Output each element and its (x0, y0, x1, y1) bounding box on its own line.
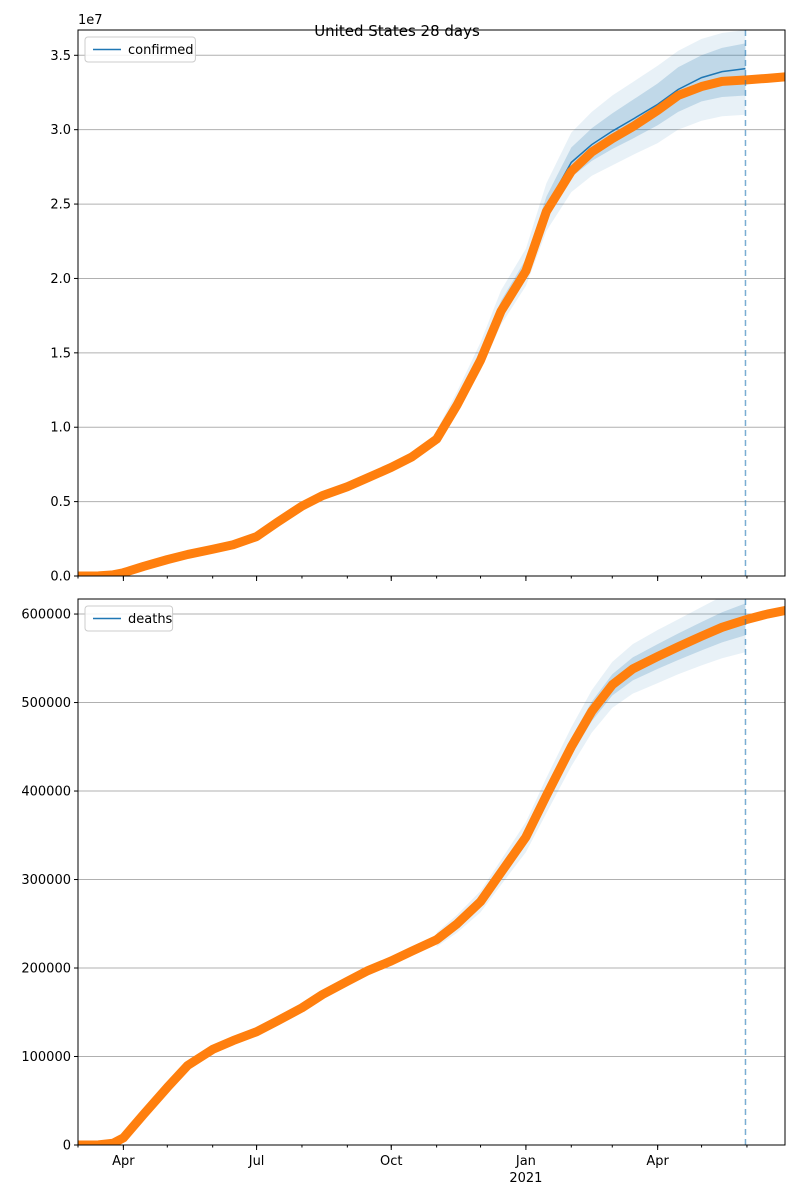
y-tick-label: 200000 (21, 962, 71, 977)
plot-area (78, 30, 785, 576)
forecast-band-outer (436, 30, 746, 446)
x-tick-label: Jul (248, 1154, 265, 1169)
y-tick-label: 1.0 (50, 421, 71, 436)
y-tick-label: 500000 (21, 696, 71, 711)
y-tick-label: 0.5 (50, 495, 71, 510)
legend-box (84, 605, 174, 632)
observed-line (78, 606, 785, 1145)
y-tick-label: 400000 (21, 785, 71, 800)
figure-title: United States 28 days (314, 22, 480, 40)
y-tick-label: 300000 (21, 873, 71, 888)
legend-box (84, 36, 196, 63)
y-tick-label: 600000 (21, 608, 71, 623)
y-tick-label: 2.0 (50, 272, 71, 287)
x-tick-label: Oct (380, 1154, 402, 1169)
x-tick-label: Apr (112, 1154, 135, 1169)
y-tick-label: 0 (63, 1139, 71, 1154)
axes-frame (77, 598, 786, 1146)
axes-frame (77, 29, 786, 577)
legend-label: deaths (128, 612, 173, 627)
x-tick-label: Apr (646, 1154, 669, 1169)
y-offset-label: 1e7 (78, 13, 103, 28)
y-tick-label: 2.5 (50, 198, 71, 213)
legend-label: confirmed (128, 43, 194, 58)
deaths-panel: 0 100000 200000 300000 400000 500000 600000 Apr… (21, 598, 786, 1186)
observed-line (78, 72, 785, 576)
y-tick-label: 100000 (21, 1050, 71, 1065)
x-tick-label: Jan (515, 1154, 536, 1169)
y-tick-label: 1.5 (50, 346, 71, 361)
y-tick-label: 0.0 (50, 570, 71, 585)
y-tick-label: 3.5 (50, 49, 71, 64)
x-tick-year-label: 2021 (509, 1171, 542, 1186)
y-tick-label: 3.0 (50, 123, 71, 138)
confirmed-panel: 0.0 0.5 1.0 1.5 2.0 2.5 3.0 3.5 1e7 confirmed (50, 13, 786, 585)
plot-area (78, 599, 785, 1145)
